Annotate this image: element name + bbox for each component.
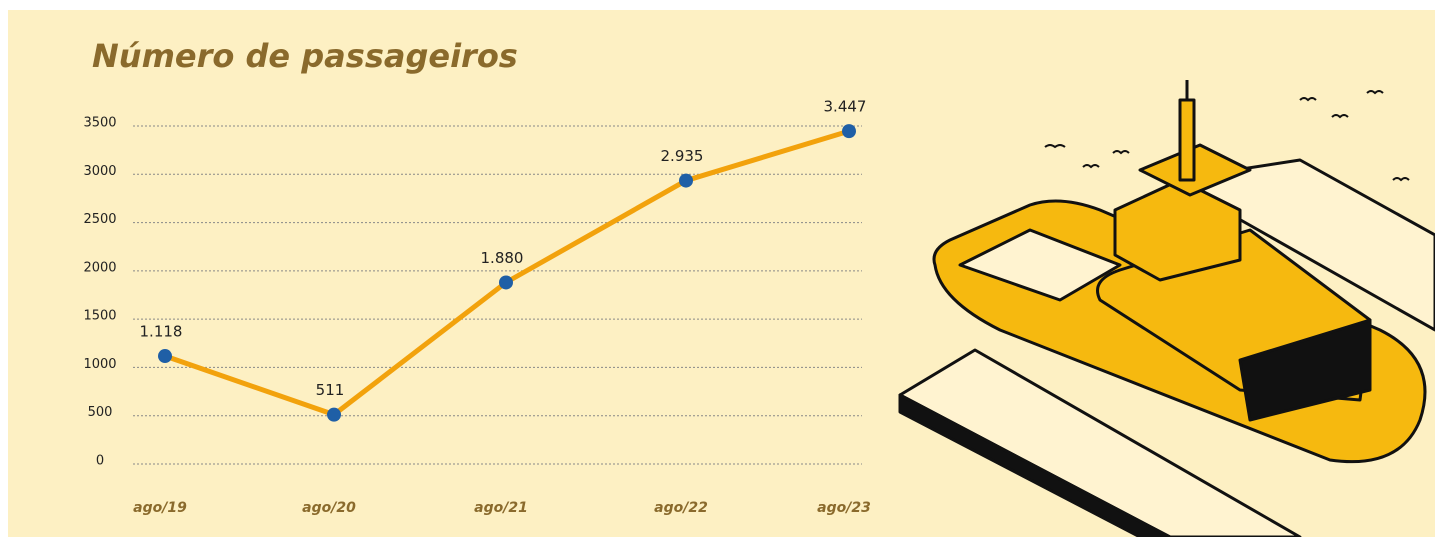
birds <box>1044 90 1410 182</box>
ship-illustration <box>898 80 1435 537</box>
y-tick-label: 3500 <box>83 116 116 131</box>
y-tick-label: 1500 <box>83 309 116 324</box>
x-tick-label: ago/23 <box>817 500 871 516</box>
marker <box>499 275 513 290</box>
y-tick-label: 1000 <box>83 357 116 372</box>
marker <box>327 407 341 422</box>
y-tick-label: 2500 <box>83 212 116 227</box>
y-tick-label: 3000 <box>83 164 116 179</box>
value-label: 3.447 <box>824 98 867 116</box>
value-label: 511 <box>316 381 345 399</box>
marker <box>679 173 693 188</box>
x-tick-label: ago/19 <box>133 500 187 516</box>
chart-title: Número de passageiros <box>92 37 518 75</box>
y-tick-label: 500 <box>88 405 113 420</box>
y-tick-label: 2000 <box>83 260 116 275</box>
x-tick-label: ago/20 <box>302 500 356 516</box>
value-label: 1.880 <box>481 249 524 267</box>
marker <box>158 349 172 364</box>
marker <box>842 124 856 139</box>
value-label: 1.118 <box>140 323 183 341</box>
value-label: 2.935 <box>661 147 704 165</box>
x-tick-label: ago/22 <box>654 500 708 516</box>
x-tick-label: ago/21 <box>474 500 528 516</box>
y-tick-label: 0 <box>96 454 104 469</box>
